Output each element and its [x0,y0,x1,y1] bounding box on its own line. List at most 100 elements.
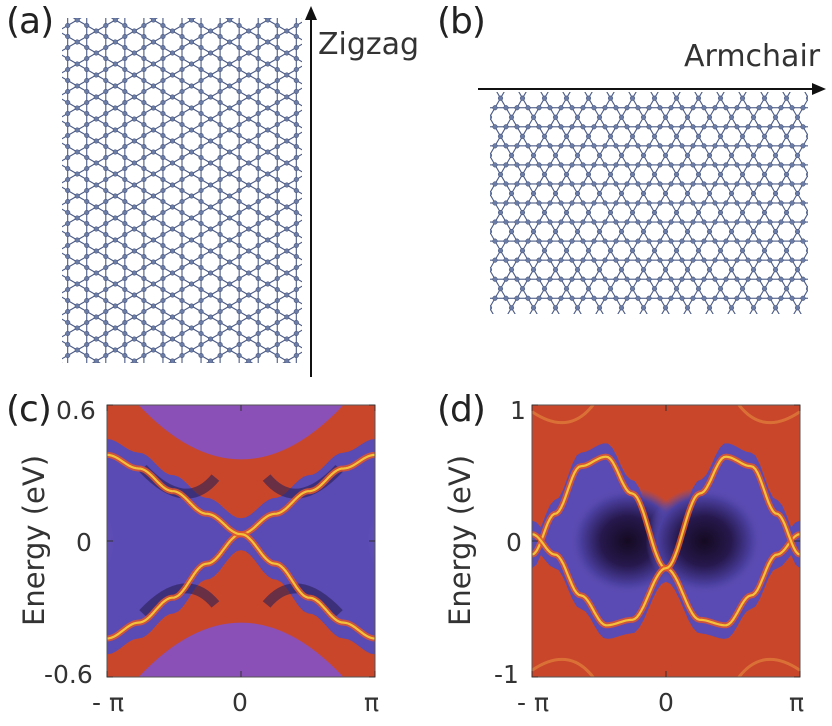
armchair-atom [701,105,707,111]
armchair-atom [624,124,630,130]
armchair-bond [484,232,490,242]
zigzag-atom [304,370,309,375]
armchair-atom [574,229,581,235]
zigzag-atom [236,308,242,315]
armchair-atom [812,144,817,149]
armchair-atom [668,295,674,301]
zigzag-atom [255,319,261,326]
armchair-atom [706,267,713,273]
zigzag-atom [293,33,299,40]
zigzag-atom [255,242,261,249]
zigzag-atom [122,55,128,62]
zigzag-atom [122,121,128,128]
armchair-atom [800,238,806,244]
armchair-bond [809,136,815,146]
zigzag-atom [293,132,299,139]
armchair-atom [547,200,553,206]
zigzag-atom [122,264,128,271]
zigzag-atom [198,99,204,106]
zigzag-atom [274,33,280,40]
zigzag-atom [160,231,166,238]
zigzag-atom [188,237,195,243]
armchair-atom [651,248,658,254]
zigzag-atom [141,55,147,62]
zigzag-atom [274,99,280,106]
armchair-atom [739,209,746,216]
zigzag-atom [150,281,156,287]
armchair-bond [484,193,490,203]
armchair-atom [690,257,696,263]
c-ytick-zero: 0 [76,528,92,557]
armchair-atom [800,257,806,263]
armchair-atom [767,200,773,206]
zigzag-atom [179,209,185,216]
armchair-atom [490,114,493,120]
armchair-bond [809,165,815,175]
armchair-atom [490,229,493,235]
armchair-atom [602,162,608,168]
zigzag-atom [198,44,204,51]
zigzag-atom [236,88,242,95]
zigzag-atom [304,40,309,45]
zigzag-atom [65,187,71,194]
zigzag-atom [217,165,223,172]
zigzag-atom [274,154,280,161]
zigzag-atom [93,292,99,298]
zigzag-atom [304,260,309,265]
zigzag-atom [150,193,156,199]
zigzag-atom [160,88,166,95]
armchair-atom [789,124,795,130]
zigzag-atom [255,264,261,271]
armchair-atom [569,219,575,225]
zigzag-atom [112,83,118,89]
zigzag-atom [56,161,61,166]
zigzag-atom [217,99,223,106]
zigzag-label: Zigzag [318,27,420,62]
zigzag-atom [94,7,99,12]
zigzag-atom [237,12,242,17]
zigzag-atom [65,352,71,359]
zigzag-atom [274,121,280,128]
bulk-band-line [532,405,595,425]
zigzag-atom [217,77,223,84]
zigzag-atom [160,22,166,29]
armchair-atom [668,181,674,187]
armchair-bond [484,155,490,165]
zigzag-atom [246,182,252,188]
armchair-atom [657,162,663,168]
armchair-atom [668,143,674,149]
zigzag-atom [122,88,128,95]
zigzag-atom [65,33,71,40]
armchair-atom [695,171,702,177]
zigzag-atom [122,253,128,260]
zigzag-atom [217,110,223,117]
zigzag-atom [131,270,137,276]
armchair-atom [679,181,685,187]
zigzag-atom [74,259,80,265]
zigzag-atom [188,127,195,133]
zigzag-atom [284,72,290,78]
panel-label-a: (a) [6,1,54,42]
zigzag-atom [293,341,299,348]
zigzag-atom [236,330,242,337]
zigzag-atom [160,143,166,150]
zigzag-atom [208,314,214,320]
zigzag-atom [236,22,242,29]
zigzag-atom [160,319,166,326]
armchair-atom [789,105,795,111]
armchair-atom [558,124,564,130]
zigzag-atom [65,319,71,326]
zigzag-atom [274,242,280,249]
zigzag-atom [160,242,166,249]
zigzag-atom [160,66,166,73]
zigzag-atom [255,253,261,260]
armchair-atom [547,181,553,187]
zigzag-atom [227,149,233,155]
armchair-atom [734,105,740,111]
zigzag-atom [131,336,137,342]
armchair-atom [767,295,773,301]
zigzag-atom [65,99,71,106]
armchair-atom [757,315,762,320]
zigzag-atom [255,308,261,315]
armchair-atom [607,95,614,101]
